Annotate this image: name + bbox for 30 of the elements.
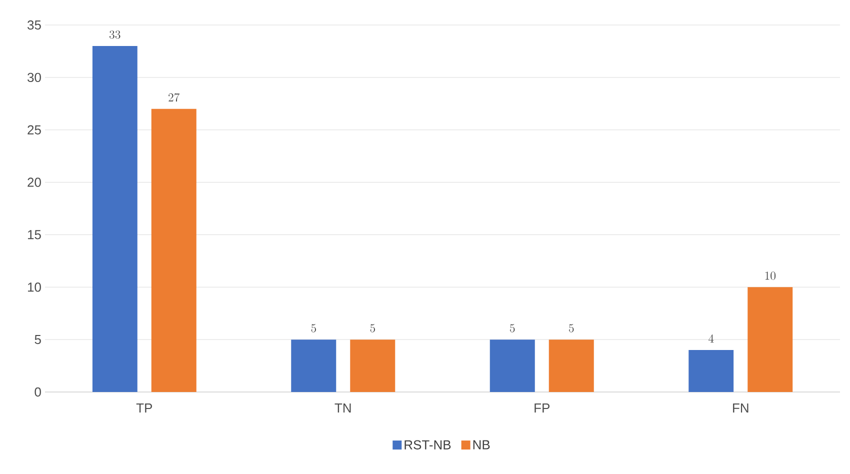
data-label: 5 — [311, 324, 316, 332]
y-tick-label: 25 — [28, 125, 41, 134]
legend-label: RST-NB — [404, 440, 451, 450]
data-label: 5 — [510, 324, 515, 332]
x-tick-label: TP — [136, 404, 152, 412]
bar — [151, 108, 196, 392]
legend-label: NB — [473, 440, 490, 450]
data-label: 10 — [765, 272, 776, 280]
data-label: 5 — [370, 324, 375, 332]
data-label: 5 — [569, 324, 574, 332]
x-tick-label: TN — [334, 404, 351, 412]
bar — [350, 340, 396, 392]
x-tick-label: FP — [534, 404, 550, 412]
data-label: 4 — [708, 334, 714, 343]
y-tick-label: 30 — [28, 72, 41, 82]
bar — [490, 340, 535, 392]
y-tick-label: 15 — [28, 230, 41, 240]
bar — [291, 340, 336, 392]
y-tick-label: 10 — [28, 282, 41, 292]
data-label: 27 — [168, 93, 180, 102]
y-tick-label: 5 — [34, 335, 41, 344]
x-tick-label: FN — [733, 404, 748, 412]
bar — [92, 46, 138, 392]
data-label: 33 — [109, 30, 120, 39]
y-tick-label: 20 — [28, 178, 41, 187]
y-tick-label: 35 — [28, 20, 41, 30]
bar — [688, 350, 734, 392]
y-tick-label: 0 — [34, 387, 41, 397]
bar — [548, 340, 594, 392]
bar — [748, 287, 793, 392]
